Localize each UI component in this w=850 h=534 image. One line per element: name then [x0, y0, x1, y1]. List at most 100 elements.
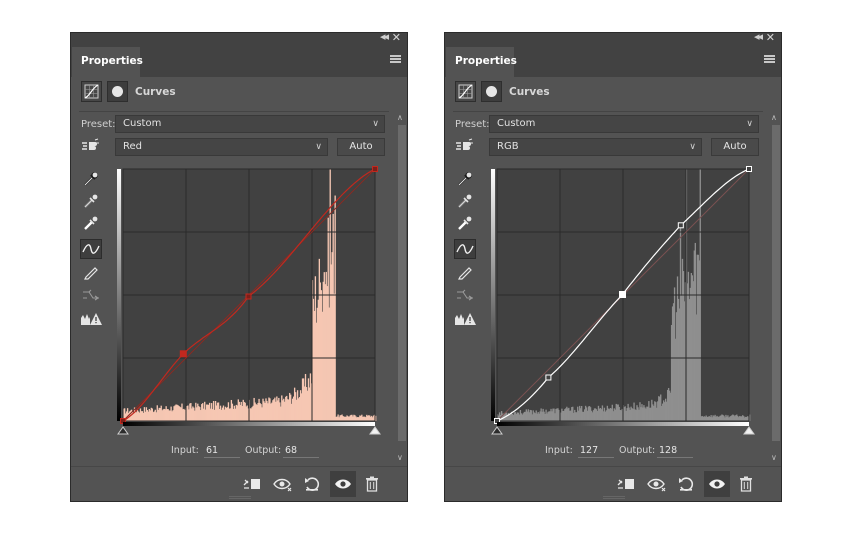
clipping-warning-icon[interactable] — [80, 309, 102, 329]
auto-button[interactable]: Auto — [337, 138, 385, 156]
clip-to-layer-icon[interactable] — [239, 471, 265, 497]
eyedropper-gray-icon[interactable] — [80, 191, 102, 211]
histogram-bar — [308, 387, 311, 421]
scrollbar[interactable]: ∧ ∨ — [396, 113, 406, 467]
targeted-adjustment-icon[interactable] — [454, 136, 476, 156]
curve-control-point[interactable] — [677, 222, 684, 229]
histogram-bar — [371, 415, 373, 421]
histogram-bar — [258, 398, 260, 421]
histogram-bar — [146, 410, 149, 421]
curve-edit-icon[interactable] — [454, 239, 476, 259]
clip-to-layer-icon[interactable] — [613, 471, 639, 497]
histogram-bar — [662, 403, 664, 421]
curve-control-point[interactable] — [746, 166, 752, 172]
pencil-icon[interactable] — [80, 262, 102, 282]
black-point-slider[interactable] — [491, 426, 503, 435]
layer-mask-icon[interactable] — [107, 81, 128, 102]
histogram-bar — [195, 402, 197, 421]
eyedropper-white-icon[interactable] — [454, 213, 476, 233]
input-field[interactable]: 127 — [578, 445, 614, 458]
curves-adjustment-icon[interactable] — [455, 81, 476, 102]
auto-button[interactable]: Auto — [711, 138, 759, 156]
curves-adjustment-icon[interactable] — [81, 81, 102, 102]
scroll-down-icon[interactable]: ∨ — [771, 453, 777, 462]
trash-icon[interactable] — [733, 471, 759, 497]
output-field[interactable]: 68 — [283, 445, 319, 458]
curve-edit-icon[interactable] — [80, 239, 102, 259]
eyedropper-black-icon[interactable] — [454, 169, 476, 189]
close-icon[interactable]: ✕ — [765, 32, 775, 44]
output-field[interactable]: 128 — [657, 445, 693, 458]
histogram-bar — [144, 411, 147, 421]
pencil-icon[interactable] — [454, 262, 476, 282]
resize-grip[interactable] — [229, 496, 251, 499]
trash-icon[interactable] — [359, 471, 385, 497]
histogram-bar — [268, 397, 270, 421]
view-previous-icon[interactable] — [270, 471, 296, 497]
histogram-bar — [725, 414, 727, 421]
histogram-bar — [632, 408, 634, 421]
curve-control-point[interactable] — [545, 374, 552, 381]
histogram-bar — [187, 405, 189, 421]
histogram-bar — [732, 414, 734, 421]
view-previous-icon[interactable] — [644, 471, 670, 497]
channel-dropdown[interactable]: Red ∨ — [115, 138, 328, 156]
histogram-bar — [304, 373, 307, 421]
scroll-down-icon[interactable]: ∨ — [397, 453, 403, 462]
curves-graph[interactable] — [491, 165, 761, 441]
histogram-bar — [289, 392, 291, 421]
histogram-bar — [209, 408, 212, 421]
histogram-bar — [288, 399, 290, 421]
curve-control-point[interactable] — [372, 166, 378, 172]
histogram-bar — [162, 409, 164, 421]
collapse-icon[interactable]: ◂◂ — [753, 32, 763, 43]
histogram-bar — [641, 404, 643, 421]
reset-icon[interactable] — [673, 471, 699, 497]
histogram-bar — [692, 281, 695, 421]
scrollbar-thumb[interactable] — [772, 125, 780, 441]
resize-grip[interactable] — [603, 496, 625, 499]
targeted-adjustment-icon[interactable] — [80, 136, 102, 156]
clipping-warning-icon[interactable] — [454, 309, 476, 329]
histogram-bar — [656, 407, 658, 421]
scrollbar-thumb[interactable] — [398, 125, 406, 441]
scrollbar[interactable]: ∧ ∨ — [770, 113, 780, 467]
channel-dropdown[interactable]: RGB ∨ — [489, 138, 702, 156]
visibility-icon[interactable] — [330, 471, 356, 497]
eyedropper-gray-icon[interactable] — [454, 191, 476, 211]
histogram-bar — [298, 397, 301, 421]
curves-graph-area[interactable] — [491, 165, 761, 445]
visibility-icon[interactable] — [704, 471, 730, 497]
input-field[interactable]: 61 — [204, 445, 240, 458]
scroll-up-icon[interactable]: ∧ — [397, 113, 403, 122]
close-icon[interactable]: ✕ — [391, 32, 401, 44]
tab-properties[interactable]: Properties — [446, 47, 517, 77]
preset-dropdown[interactable]: Custom ∨ — [489, 115, 759, 133]
eyedropper-white-icon[interactable] — [80, 213, 102, 233]
histogram-bar — [558, 409, 560, 421]
histogram-bar — [220, 409, 223, 421]
layer-mask-icon[interactable] — [481, 81, 502, 102]
curve-control-point[interactable] — [245, 293, 252, 300]
scroll-up-icon[interactable]: ∧ — [771, 113, 777, 122]
curve-control-point[interactable] — [619, 291, 626, 298]
curve-control-point[interactable] — [179, 350, 187, 358]
curves-graph[interactable] — [117, 165, 387, 441]
histogram-bar — [171, 411, 173, 421]
tab-properties[interactable]: Properties — [72, 47, 143, 77]
reset-icon[interactable] — [299, 471, 325, 497]
histogram-bar — [582, 411, 585, 421]
menu-icon[interactable] — [390, 55, 401, 63]
eyedropper-black-icon[interactable] — [80, 169, 102, 189]
collapse-icon[interactable]: ◂◂ — [379, 32, 389, 43]
menu-icon[interactable] — [764, 55, 775, 63]
histogram-bar — [250, 408, 252, 421]
histogram-bar — [531, 414, 533, 421]
white-point-slider[interactable] — [369, 426, 381, 435]
black-point-slider[interactable] — [117, 426, 129, 435]
curves-graph-area[interactable] — [117, 165, 387, 445]
preset-dropdown[interactable]: Custom ∨ — [115, 115, 385, 133]
white-point-slider[interactable] — [743, 426, 755, 435]
chevron-down-icon: ∨ — [372, 119, 379, 129]
histogram-bar — [196, 407, 198, 421]
